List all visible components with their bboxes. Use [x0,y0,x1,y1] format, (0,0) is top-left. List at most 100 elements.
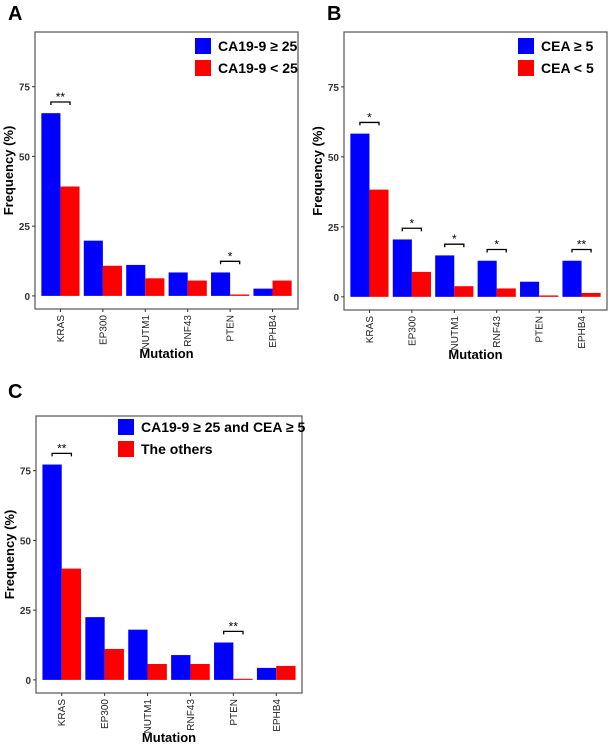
bar-pten-series-1 [539,295,559,297]
bar-kras-series-0 [350,133,370,297]
bar-kras-series-0 [41,113,61,296]
y-axis-title: Frequency (%) [310,126,325,216]
y-tick-label: 0 [25,676,31,687]
x-tick-label: RNF43 [186,699,197,731]
x-tick-label: KRAS [365,316,376,344]
bar-ephb4-series-1 [581,292,601,297]
significance-bracket [51,452,73,457]
x-tick-label: KRAS [57,699,68,727]
bar-rnf43-series-1 [187,280,207,296]
x-axis-title: Mutation [448,347,502,362]
x-tick-label: EP300 [100,699,111,729]
bar-ephb4-series-0 [256,667,277,680]
bar-ep300-series-0 [85,617,105,680]
legend-swatch-1 [518,60,534,76]
significance-bracket [486,248,507,253]
legend-swatch-1 [118,441,134,457]
bar-rnf43-series-1 [496,288,516,297]
panel-c: C 0 25 50 75 KRAS EP300 NUTM1 RNF43 PTEN EPHB4 ** **… [2,381,305,745]
bar-nutm1-series-1 [145,278,165,296]
significance-label: ** [229,619,239,633]
x-axis-title: Mutation [139,346,193,361]
y-tick-label: 75 [19,83,31,94]
bar-pten-series-0 [214,642,234,680]
significance-bracket [571,248,592,253]
y-tick-label: 25 [19,222,31,233]
bar-pten-series-1 [230,294,250,296]
y-axis-title: Frequency (%) [1,126,16,216]
bar-nutm1-series-0 [128,629,148,680]
legend-label-1: CA19-9 < 25 [218,60,298,76]
bar-pten-series-0 [211,272,231,296]
bar-ep300-series-0 [83,240,103,296]
significance-bracket [223,630,244,635]
y-tick-label: 0 [333,293,339,304]
legend-swatch-0 [118,419,134,435]
bar-ephb4-series-0 [253,288,273,296]
significance-bracket [444,243,465,248]
x-tick-label: PTEN [226,315,237,342]
bar-nutm1-series-0 [126,264,146,296]
significance-bracket [401,227,423,232]
bar-kras-series-1 [60,186,80,296]
y-axis-title: Frequency (%) [2,510,17,600]
panel-label: B [327,3,341,25]
x-tick-label: NUTM1 [143,699,154,734]
bar-rnf43-series-0 [477,260,497,297]
y-tick-label: 25 [328,223,340,234]
legend-label-0: CA19-9 ≥ 25 and CEA ≥ 5 [141,419,305,435]
significance-label: * [410,216,415,230]
bar-ep300-series-1 [102,265,122,296]
y-tick-label: 0 [24,292,30,303]
significance-label: * [494,238,499,252]
legend-label-0: CA19-9 ≥ 25 [218,38,297,54]
bar-nutm1-series-1 [147,663,167,680]
legend-label-1: The others [141,441,213,457]
bar-rnf43-series-0 [171,655,191,680]
legend-swatch-0 [195,38,211,54]
significance-bracket [50,101,71,106]
bar-ep300-series-0 [392,239,412,297]
significance-label: ** [56,90,66,104]
significance-label: ** [577,238,587,252]
significance-label: * [228,249,233,263]
x-tick-label: PTEN [535,316,546,343]
significance-label: * [367,110,372,124]
x-axis-title: Mutation [142,730,196,745]
y-tick-label: 75 [328,83,340,94]
bar-nutm1-series-1 [454,286,474,297]
x-tick-label: PTEN [229,699,240,726]
bar-ep300-series-1 [411,271,431,297]
x-tick-label: EP300 [407,316,418,346]
x-tick-label: RNF43 [492,316,503,348]
bar-ephb4-series-0 [562,260,582,297]
x-tick-label: EP300 [98,315,109,345]
bar-rnf43-series-1 [190,663,210,680]
bar-kras-series-0 [42,464,62,680]
significance-bracket [219,260,241,265]
y-tick-label: 50 [19,152,31,163]
x-tick-label: RNF43 [183,315,194,347]
x-tick-label: NUTM1 [141,315,152,350]
bar-nutm1-series-0 [435,255,455,297]
panel-label: A [8,3,22,25]
x-tick-label: KRAS [56,315,67,343]
bar-ephb4-series-1 [272,280,292,296]
legend-label-0: CEA ≥ 5 [541,38,594,54]
x-tick-label: NUTM1 [450,316,461,351]
panel-label: C [8,381,22,403]
x-tick-label: EPHB4 [577,316,588,349]
x-tick-label: EPHB4 [268,315,279,348]
bar-ep300-series-1 [104,648,124,680]
bar-rnf43-series-0 [168,272,188,296]
significance-label: * [452,232,457,246]
bar-pten-series-0 [520,281,540,297]
bar-pten-series-1 [233,678,253,680]
legend-swatch-1 [195,60,211,76]
bar-kras-series-1 [369,189,389,297]
y-tick-label: 75 [20,467,32,478]
x-tick-label: EPHB4 [272,699,283,732]
